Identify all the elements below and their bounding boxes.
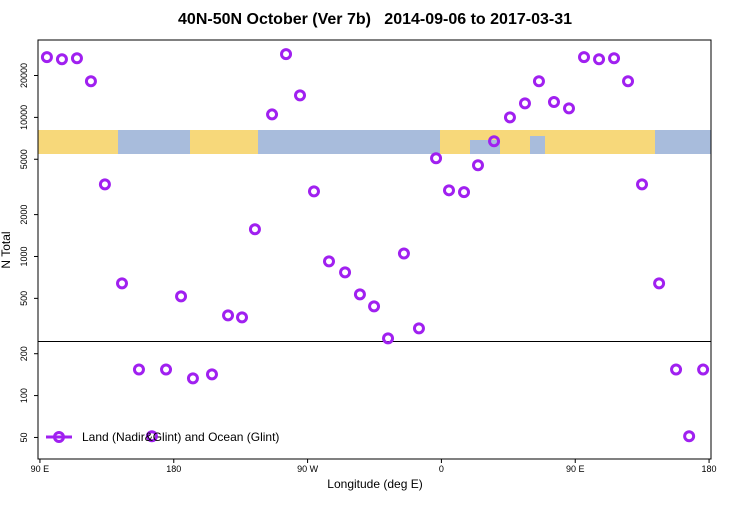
- point: [98, 178, 111, 191]
- point: [160, 363, 173, 376]
- point: [697, 363, 710, 376]
- point: [430, 152, 443, 165]
- y-axis-label: N Total: [0, 231, 13, 268]
- point: [55, 53, 68, 66]
- point: [636, 178, 649, 191]
- x-tick-label: 0: [439, 464, 444, 474]
- point: [503, 111, 516, 124]
- point: [266, 108, 279, 121]
- point: [412, 322, 425, 335]
- point: [236, 311, 249, 324]
- point: [488, 135, 501, 148]
- point: [683, 430, 696, 443]
- y-tick-label: 20000: [19, 63, 29, 88]
- point: [578, 51, 591, 64]
- point: [248, 223, 261, 236]
- x-tick-label: 90 W: [297, 464, 319, 474]
- point: [294, 89, 307, 102]
- point: [222, 309, 235, 322]
- point: [670, 363, 683, 376]
- point: [132, 363, 145, 376]
- legend-marker: [53, 431, 65, 443]
- y-tick-label: 100: [19, 388, 29, 403]
- point: [40, 51, 53, 64]
- point: [368, 300, 381, 313]
- legend-label: Land (Nadir&Glint) and Ocean (Glint): [82, 430, 279, 444]
- y-tick-label: 50: [19, 432, 29, 442]
- y-tick-label: 500: [19, 291, 29, 306]
- point: [471, 159, 484, 172]
- point: [186, 372, 199, 385]
- point: [175, 290, 188, 303]
- point: [70, 52, 83, 65]
- point: [322, 255, 335, 268]
- point: [307, 185, 320, 198]
- point: [205, 368, 218, 381]
- plot-frame: [37, 39, 712, 460]
- x-tick-label: 90 E: [566, 464, 585, 474]
- map-band: [38, 130, 711, 154]
- x-tick-label: 180: [166, 464, 181, 474]
- point: [339, 266, 352, 279]
- point: [653, 277, 666, 290]
- point: [116, 277, 129, 290]
- point: [593, 53, 606, 66]
- y-tick-label: 10000: [19, 105, 29, 130]
- point: [382, 332, 395, 345]
- point: [353, 288, 366, 301]
- point: [84, 75, 97, 88]
- y-tick-label: 5000: [19, 149, 29, 169]
- point: [562, 102, 575, 115]
- point: [622, 75, 635, 88]
- y-tick-label: 200: [19, 346, 29, 361]
- point: [280, 48, 293, 61]
- x-tick-label: 90 E: [31, 464, 50, 474]
- point: [518, 97, 531, 110]
- x-axis-label: Longitude (deg E): [327, 477, 422, 491]
- x-tick-label: 180: [702, 464, 717, 474]
- point: [442, 184, 455, 197]
- point: [397, 247, 410, 260]
- y-tick-label: 1000: [19, 246, 29, 266]
- point: [458, 186, 471, 199]
- point: [145, 430, 158, 443]
- point: [532, 75, 545, 88]
- point: [547, 95, 560, 108]
- chart-title: 40N-50N October (Ver 7b) 2014-09-06 to 2…: [178, 11, 572, 28]
- point: [608, 52, 621, 65]
- y-tick-label: 2000: [19, 205, 29, 225]
